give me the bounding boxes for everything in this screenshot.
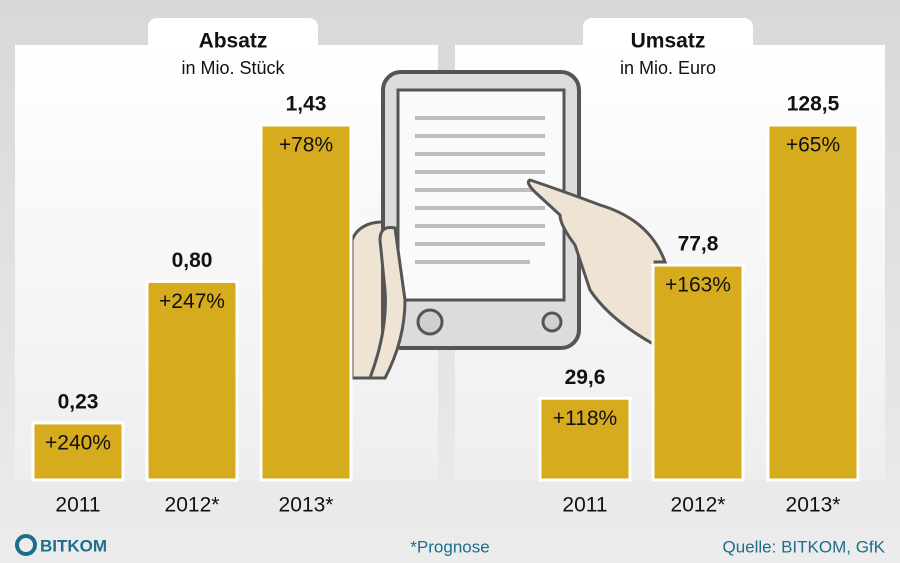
value-label: 77,8 [678,233,719,256]
source: Quelle: BITKOM, GfK [723,537,886,556]
growth-label: +118% [553,407,617,430]
chart-title: Umsatz [631,30,706,53]
growth-label: +78% [279,134,333,157]
bar [651,263,745,482]
growth-label: +247% [159,290,225,313]
x-tick-label: 2012* [671,494,726,517]
title-tab [583,18,753,45]
bar [145,279,239,482]
growth-label: +65% [786,134,840,157]
chart-subtitle: in Mio. Stück [181,58,285,78]
tablet-illustration [350,70,668,380]
logo-text: BITKOM [40,536,107,555]
bar [259,123,353,482]
x-tick-label: 2011 [55,494,100,517]
bar [538,396,632,482]
value-label: 128,5 [787,93,840,116]
title-tab [148,18,318,45]
value-label: 0,80 [172,249,213,272]
growth-label: +240% [45,431,111,454]
growth-label: +163% [665,274,731,297]
value-label: 29,6 [565,366,606,389]
x-tick-label: 2013* [279,494,334,517]
x-tick-label: 2013* [786,494,841,517]
chart-title: Absatz [199,30,268,53]
value-label: 0,23 [58,390,99,413]
x-tick-label: 2011 [562,494,607,517]
value-label: 1,43 [286,93,327,116]
bar [766,123,860,482]
bar [31,421,125,482]
x-tick-label: 2012* [165,494,220,517]
logo [15,534,37,556]
chart-subtitle: in Mio. Euro [620,58,716,78]
footnote: *Prognose [410,537,489,556]
